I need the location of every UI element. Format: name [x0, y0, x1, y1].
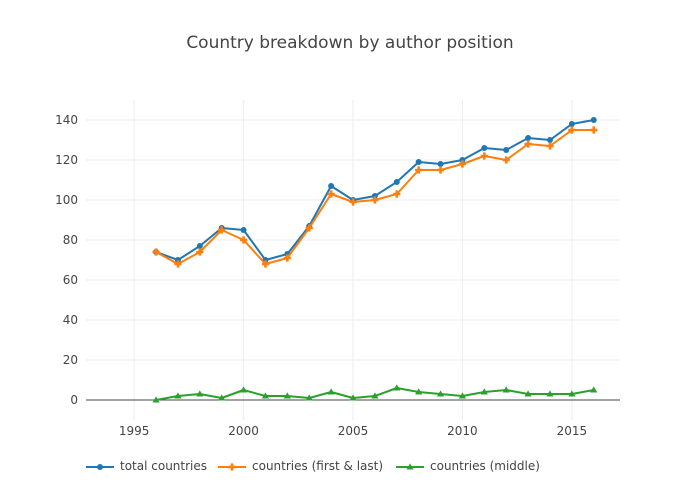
data-point-countries-first-last[interactable] [305, 224, 313, 232]
x-tick-label: 2000 [228, 424, 259, 438]
tick-layer: 1995 2000 2005 2010 2015 0 20 40 60 80 100 120 140 [55, 113, 587, 438]
data-point-countries-middle[interactable] [480, 388, 488, 395]
data-point-countries-middle[interactable] [196, 390, 204, 397]
data-point-countries-first-last[interactable] [218, 226, 226, 234]
data-point-countries-first-last[interactable] [524, 140, 532, 148]
data-point-countries-first-last[interactable] [371, 196, 379, 204]
data-point-countries-first-last[interactable] [546, 142, 554, 150]
legend-marker[interactable] [406, 463, 414, 470]
data-point-total-countries[interactable] [503, 147, 510, 153]
y-tick-label: 80 [63, 233, 78, 247]
legend-label-countries-first-last: countries (first & last) [252, 459, 384, 473]
data-point-total-countries[interactable] [481, 145, 488, 151]
data-point-countries-first-last[interactable] [480, 152, 488, 160]
data-point-total-countries[interactable] [590, 117, 597, 123]
series-layer [152, 117, 598, 403]
data-point-countries-middle[interactable] [305, 394, 313, 401]
data-point-total-countries[interactable] [415, 159, 422, 165]
data-point-countries-middle[interactable] [261, 392, 270, 399]
data-point-countries-first-last[interactable] [261, 260, 270, 268]
data-point-countries-middle[interactable] [415, 388, 423, 395]
y-tick-label: 120 [55, 153, 78, 167]
data-point-countries-first-last[interactable] [502, 156, 510, 164]
data-point-countries-first-last[interactable] [590, 126, 598, 134]
data-point-countries-middle[interactable] [327, 388, 335, 395]
legend-label-countries-middle: countries (middle) [430, 459, 540, 473]
data-point-countries-first-last[interactable] [152, 248, 160, 256]
legend-swatch-total-countries [86, 464, 114, 470]
data-point-countries-first-last[interactable] [568, 126, 576, 134]
y-tick-label: 60 [63, 273, 78, 287]
legend-marker[interactable] [97, 464, 103, 470]
data-point-total-countries[interactable] [328, 183, 335, 189]
data-point-countries-first-last[interactable] [349, 198, 357, 206]
data-point-total-countries[interactable] [546, 137, 553, 143]
data-point-countries-middle[interactable] [152, 396, 160, 403]
y-tick-label: 20 [63, 353, 78, 367]
data-point-countries-middle[interactable] [502, 386, 510, 393]
legend-swatch-countries-middle [396, 463, 424, 470]
data-point-countries-middle[interactable] [174, 392, 182, 399]
data-point-total-countries[interactable] [393, 179, 400, 185]
x-tick-label: 2005 [338, 424, 369, 438]
data-point-countries-middle[interactable] [524, 390, 532, 397]
data-point-countries-middle[interactable] [568, 390, 576, 397]
data-point-total-countries[interactable] [437, 161, 444, 167]
chart-title: Country breakdown by author position [186, 33, 514, 53]
y-tick-label: 100 [55, 193, 78, 207]
legend-marker[interactable] [228, 463, 236, 471]
legend-swatch-countries-first-last [218, 463, 246, 471]
data-point-countries-middle[interactable] [590, 386, 598, 393]
data-point-countries-middle[interactable] [349, 394, 357, 401]
data-point-countries-first-last[interactable] [393, 190, 401, 198]
data-point-countries-first-last[interactable] [283, 254, 291, 262]
data-point-countries-middle[interactable] [458, 392, 467, 399]
data-point-countries-first-last[interactable] [327, 190, 335, 198]
data-point-countries-first-last[interactable] [239, 236, 248, 244]
data-point-countries-middle[interactable] [218, 394, 226, 401]
legend-label-total-countries: total countries [120, 459, 208, 473]
data-point-total-countries[interactable] [174, 257, 181, 263]
data-point-countries-middle[interactable] [436, 390, 445, 397]
data-point-total-countries[interactable] [371, 193, 378, 199]
series-countries-middle [152, 384, 598, 403]
data-point-countries-first-last[interactable] [458, 160, 467, 168]
data-point-countries-middle[interactable] [393, 384, 401, 391]
data-point-countries-first-last[interactable] [436, 166, 445, 174]
data-point-countries-middle[interactable] [546, 390, 554, 397]
grid-layer [86, 100, 620, 420]
data-point-total-countries[interactable] [196, 243, 203, 249]
y-tick-label: 40 [63, 313, 78, 327]
data-point-total-countries[interactable] [240, 227, 247, 233]
x-tick-label: 1995 [119, 424, 150, 438]
series-total-countries [153, 117, 597, 263]
data-point-countries-first-last[interactable] [415, 166, 423, 174]
data-point-countries-middle[interactable] [239, 386, 248, 393]
y-tick-label: 0 [70, 393, 78, 407]
data-point-total-countries[interactable] [525, 135, 532, 141]
data-point-total-countries[interactable] [459, 157, 466, 163]
data-point-countries-middle[interactable] [283, 392, 291, 399]
data-point-countries-first-last[interactable] [196, 248, 204, 256]
data-point-total-countries[interactable] [568, 121, 575, 127]
x-tick-label: 2010 [447, 424, 478, 438]
data-point-countries-first-last[interactable] [174, 260, 182, 268]
y-tick-label: 140 [55, 113, 78, 127]
x-tick-label: 2015 [557, 424, 588, 438]
data-point-countries-middle[interactable] [371, 392, 379, 399]
series-countries-first-last [152, 126, 598, 268]
